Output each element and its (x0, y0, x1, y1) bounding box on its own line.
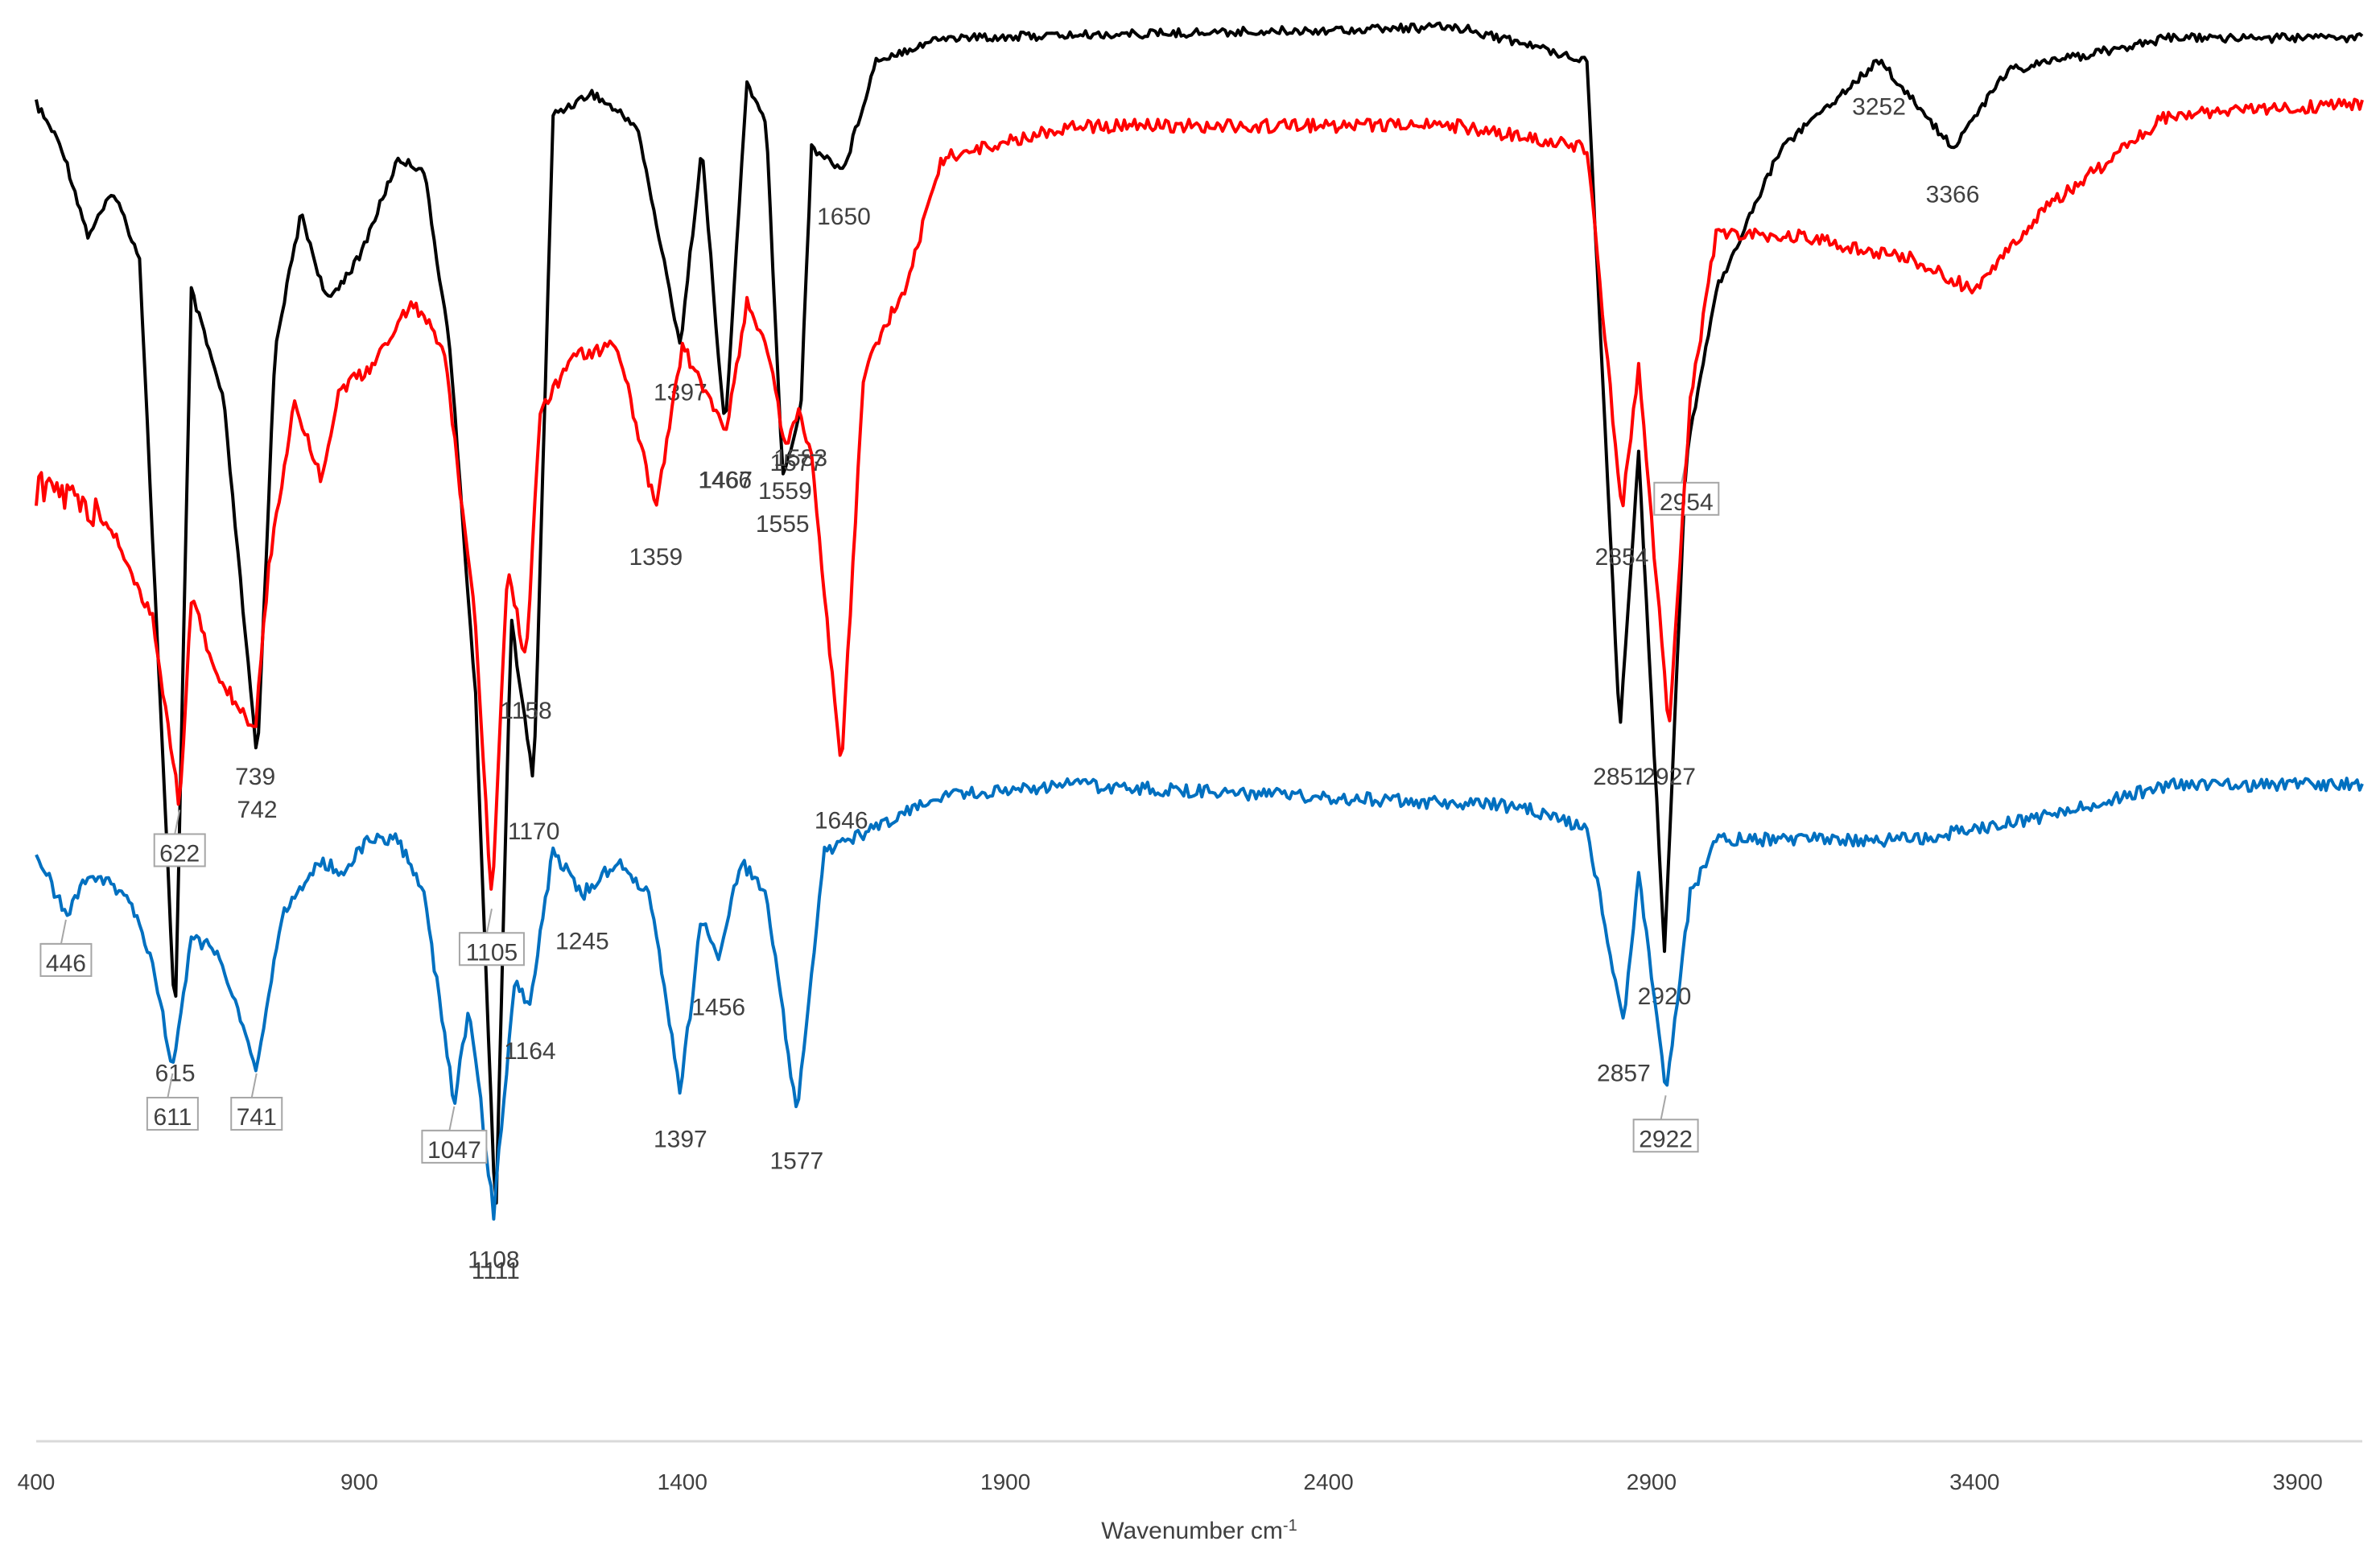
x-tick-label: 2400 (1303, 1469, 1353, 1494)
peak-label-739: 739 (235, 764, 275, 790)
peak-label-1170: 1170 (508, 818, 560, 845)
peak-callout-box (458, 932, 525, 966)
peak-label-742: 742 (237, 797, 278, 823)
x-tick-label: 1400 (658, 1469, 707, 1494)
peak-label-615: 615 (155, 1060, 196, 1086)
spectrum-line-3 (35, 777, 2364, 1221)
peak-callout-leader (1633, 1095, 1667, 1121)
peak-label-1650: 1650 (817, 204, 871, 230)
peak-callout-leader (459, 909, 493, 934)
peak-label-1245: 1245 (555, 929, 609, 955)
plot-area: 6157421111117013971466158315551650285129… (35, 21, 2364, 1284)
peak-label-1164: 1164 (504, 1038, 556, 1065)
x-tick-label: 3900 (2273, 1469, 2323, 1494)
peak-callout-box (153, 833, 206, 867)
x-axis-title-text: Wavenumber cm (1101, 1518, 1283, 1544)
peak-label-2922: 2922 (1639, 1126, 1693, 1152)
peak-label-1456: 1456 (691, 995, 745, 1021)
peak-label-1577: 1577 (769, 450, 823, 476)
peak-label-3366: 3366 (1926, 182, 1980, 208)
peak-callout-leader (422, 1106, 456, 1131)
peak-label-1105: 1105 (466, 939, 518, 966)
x-tick-label: 3400 (1949, 1469, 1999, 1494)
peak-callout-leader (1654, 458, 1688, 484)
peak-label-1646: 1646 (815, 808, 868, 835)
x-tick-label: 2900 (1627, 1469, 1677, 1494)
peak-label-1577: 1577 (769, 1148, 823, 1175)
peak-label-1466: 1466 (698, 468, 752, 494)
peak-label-2927: 2927 (1642, 764, 1696, 790)
peak-callout-box (1653, 481, 1720, 516)
peak-callout-box (1632, 1119, 1699, 1153)
spectrum-line-1 (35, 21, 2364, 1205)
x-tick-label: 1900 (980, 1469, 1030, 1494)
peak-label-1158: 1158 (500, 698, 552, 724)
peak-label-2857: 2857 (1597, 1060, 1651, 1086)
peak-label-3252: 3252 (1852, 94, 1906, 121)
peak-label-1108: 1108 (468, 1247, 520, 1273)
peak-label-2954: 2954 (1660, 489, 1714, 516)
spectrum-line-2 (35, 97, 2364, 891)
peak-callout-box (230, 1096, 283, 1131)
peak-callout-leader (40, 919, 67, 945)
peak-label-1559: 1559 (758, 478, 812, 505)
peak-callout-box (421, 1129, 488, 1164)
x-axis-title-superscript: -1 (1283, 1517, 1297, 1535)
peak-label-611: 611 (153, 1104, 192, 1131)
peak-label-1047: 1047 (427, 1137, 481, 1164)
peak-label-2851: 2851 (1593, 764, 1647, 790)
x-axis-title: Wavenumber cm-1 (1101, 1517, 1297, 1544)
peak-label-1555: 1555 (756, 511, 810, 538)
peak-label-1359: 1359 (629, 544, 683, 571)
peak-label-2854: 2854 (1595, 544, 1649, 571)
peak-label-1397: 1397 (654, 1126, 707, 1152)
x-tick-label: 400 (18, 1469, 56, 1494)
x-tick-label: 900 (340, 1469, 378, 1494)
peak-label-446: 446 (46, 950, 86, 977)
peak-label-1467: 1467 (699, 468, 753, 494)
peak-callout-box (39, 942, 93, 977)
peak-label-2920: 2920 (1638, 983, 1692, 1010)
peak-callout-box (146, 1096, 199, 1131)
peak-label-1111: 1111 (472, 1258, 520, 1284)
peak-label-1397: 1397 (654, 379, 707, 406)
peak-label-1583: 1583 (773, 445, 827, 472)
peak-label-741: 741 (237, 1104, 277, 1131)
peak-callout-leader (231, 1073, 258, 1098)
x-axis-tick-labels: 400 900 1400 1900 2400 2900 3400 3900 (18, 1469, 2323, 1494)
peak-label-622: 622 (159, 840, 200, 867)
